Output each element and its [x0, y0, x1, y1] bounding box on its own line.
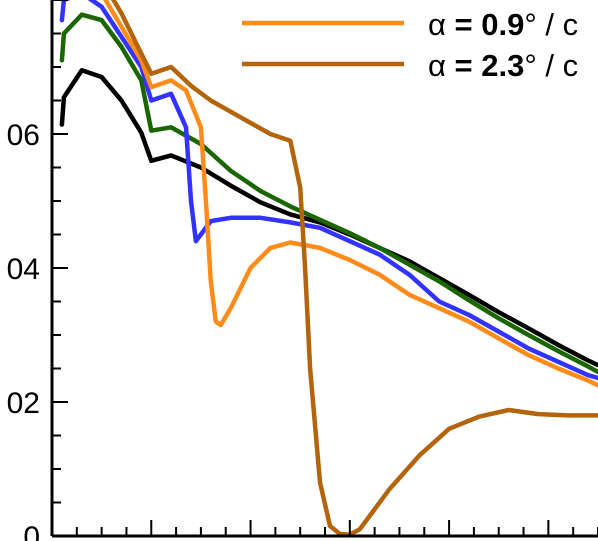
series-layer: [59, 0, 598, 536]
y-tick-label: 0: [23, 521, 40, 541]
y-tick-label: 06: [7, 119, 40, 152]
series-line-4: [110, 0, 598, 536]
legend-label-0: α = 0.9° / c: [428, 7, 578, 42]
series-line-3: [102, 0, 598, 388]
legend-label-1: α = 2.3° / c: [428, 48, 578, 83]
series-line-0: [59, 68, 598, 368]
y-tick-label: 02: [7, 387, 40, 420]
series-line-2: [59, 0, 598, 381]
series-line-1: [59, 12, 598, 375]
y-tick-label: 04: [7, 253, 40, 286]
tick-layer: 06 04 02 0: [7, 0, 598, 541]
legend: α = 0.9° / c α = 2.3° / c: [242, 7, 578, 83]
